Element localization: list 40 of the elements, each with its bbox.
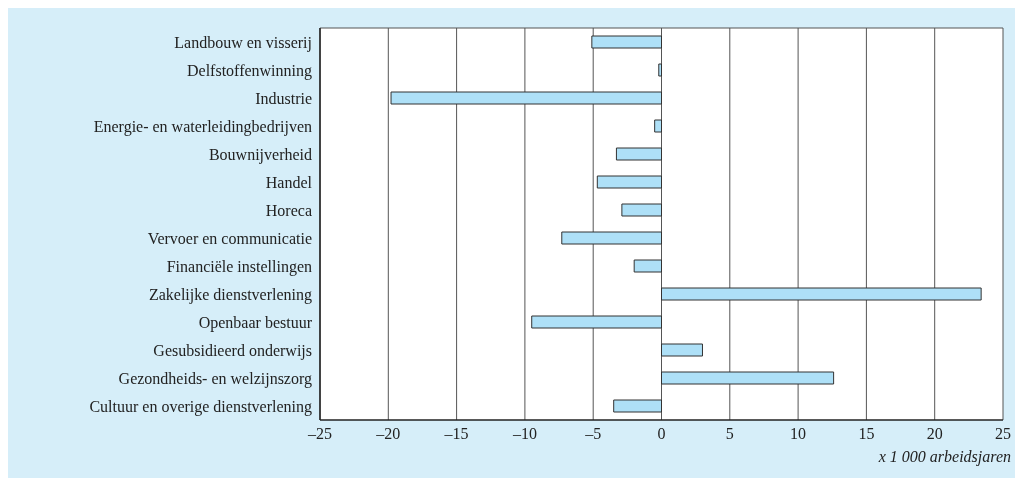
bar — [531, 315, 662, 329]
bar — [621, 203, 662, 217]
y-tick-label: Gezondheids- en welzijnszorg — [118, 369, 312, 388]
y-tick-label: Delfstoffenwinning — [186, 61, 312, 80]
bar — [613, 399, 662, 413]
y-tick-label: Vervoer en communicatie — [147, 229, 312, 247]
y-tick-label: Financiële instellingen — [166, 257, 312, 276]
x-tick-label: 5 — [725, 425, 734, 443]
x-tick-label: –5 — [584, 425, 602, 443]
bar — [658, 63, 662, 77]
y-tick-label: Openbaar bestuur — [198, 313, 313, 332]
x-tick-label: 10 — [790, 425, 807, 443]
bar — [661, 287, 982, 301]
bar — [661, 343, 703, 357]
bar — [661, 371, 835, 385]
bar — [654, 119, 662, 133]
y-tick-label: Zakelijke dienstverlening — [148, 285, 312, 304]
y-tick-label: Bouwnijverheid — [208, 145, 312, 164]
bar — [591, 35, 662, 49]
x-tick-label: 0 — [657, 425, 666, 443]
bar — [633, 259, 662, 273]
x-tick-label: –25 — [307, 425, 332, 443]
x-tick-label: 20 — [926, 425, 943, 443]
y-tick-label: Gesubsidieerd onderwijs — [153, 341, 312, 360]
x-tick-label: 25 — [995, 425, 1011, 443]
y-tick-label: Industrie — [255, 89, 312, 107]
bar — [561, 231, 662, 245]
x-tick-label: –10 — [511, 425, 537, 443]
x-tick-label: 15 — [858, 425, 875, 443]
bar — [615, 147, 662, 161]
y-tick-label: Landbouw en visserij — [174, 33, 312, 52]
bar — [596, 175, 662, 189]
x-axis-title: x 1 000 arbeidsjaren — [877, 448, 1012, 466]
x-tick-label: –20 — [375, 425, 401, 443]
y-tick-label: Cultuur en overige dienstverlening — [89, 397, 312, 416]
y-tick-label: Energie- en waterleidingbedrijven — [93, 117, 312, 136]
y-tick-label: Horeca — [265, 201, 312, 219]
bar — [390, 91, 662, 105]
y-tick-label: Handel — [265, 173, 313, 191]
x-tick-label: –15 — [443, 425, 469, 443]
